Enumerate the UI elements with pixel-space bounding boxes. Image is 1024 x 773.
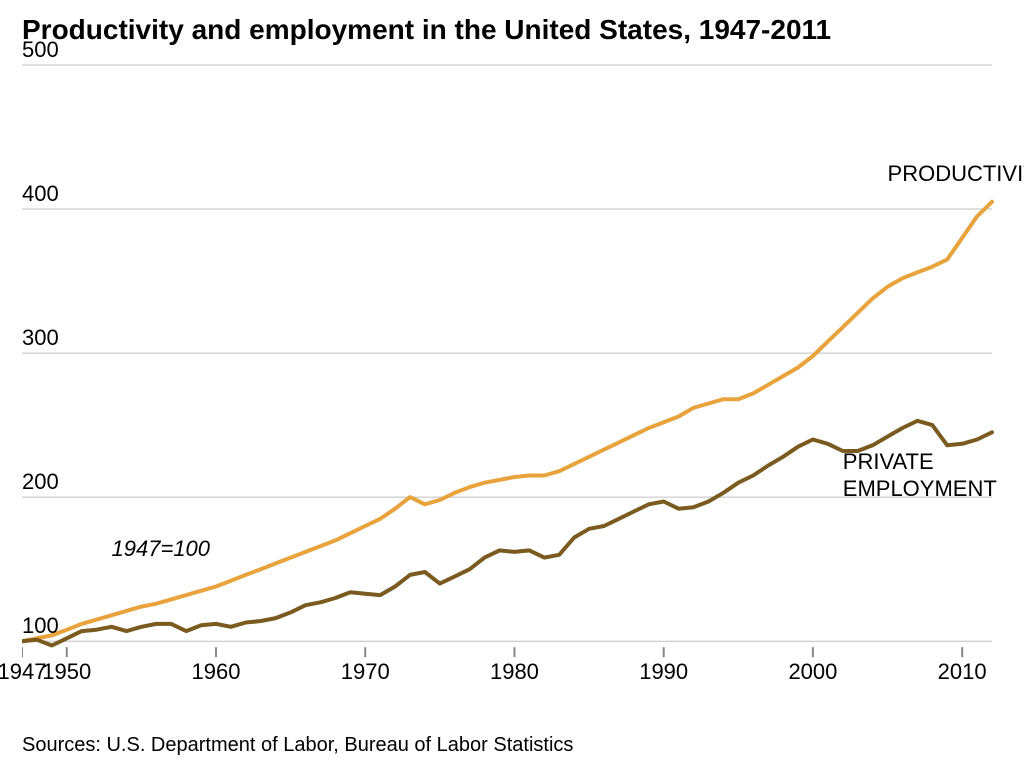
chart-svg (22, 60, 1002, 710)
series-line (22, 202, 992, 641)
series-label: PRIVATEEMPLOYMENT (843, 449, 997, 502)
x-tick-label: 1947 (0, 659, 46, 685)
y-tick-label: 300 (22, 325, 59, 351)
x-tick-label: 1980 (490, 659, 539, 685)
series-label: PRODUCTIVITY (888, 161, 1024, 187)
index-note: 1947=100 (112, 536, 211, 562)
chart-container: Productivity and employment in the Unite… (0, 0, 1024, 773)
x-tick-label: 1990 (639, 659, 688, 685)
y-tick-label: 400 (22, 181, 59, 207)
sources-label: Sources: U.S. Department of Labor, Burea… (22, 734, 573, 757)
x-tick-label: 1970 (341, 659, 390, 685)
chart-title: Productivity and employment in the Unite… (22, 14, 831, 46)
y-tick-label: 500 (22, 37, 59, 63)
x-tick-label: 1950 (42, 659, 91, 685)
x-tick-label: 2000 (788, 659, 837, 685)
y-tick-label: 100 (22, 613, 59, 639)
y-tick-label: 200 (22, 469, 59, 495)
x-tick-label: 2010 (938, 659, 987, 685)
plot-area: 1002003004005001947195019601970198019902… (22, 60, 1002, 710)
x-tick-label: 1960 (192, 659, 241, 685)
